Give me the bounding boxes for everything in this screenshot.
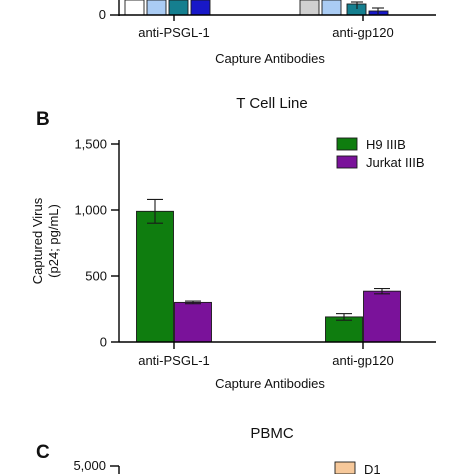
panel-b-letter: B [36, 109, 50, 130]
panel-a-x-axis-title: Capture Antibodies [215, 51, 325, 66]
y-axis-title: Captured Virus (p24; pg/mL) [30, 197, 61, 284]
bar-jurkat-iiib-0 [174, 301, 212, 343]
panel-a-bar [321, 0, 342, 16]
panel-a-bar [190, 0, 211, 16]
y-axis-title-line1: Captured Virus [30, 197, 45, 284]
legend: H9 IIIB Jurkat IIIB [336, 137, 425, 170]
y-tick-label: 0 [100, 335, 107, 350]
y-tick-label: 1,500 [74, 137, 107, 152]
legend-swatch [336, 137, 358, 151]
panel-c-letter: C [36, 442, 50, 463]
x-axis-ticks: anti-PSGL-1 anti-gp120 [138, 342, 394, 368]
x-tick-label: anti-gp120 [332, 353, 393, 368]
y-axis-ticks: 0 500 1,000 1,500 [74, 137, 119, 350]
chart-title: T Cell Line [236, 95, 307, 112]
panel-a-bar [146, 0, 167, 16]
legend-label: H9 IIIB [366, 137, 406, 152]
panel-c-title: PBMC [250, 425, 294, 442]
panel-c-legend-label: D1 [364, 462, 381, 474]
panel-a: 0 anti-PSGL-1 anti-gp120 Capture Antibod… [99, 0, 436, 66]
bar-h9-iiib-0 [136, 210, 174, 343]
panel-c: C PBMC 5,000 D1 [36, 425, 381, 474]
legend-label: Jurkat IIIB [366, 155, 425, 170]
panel-a-x-tick-label: anti-gp120 [332, 25, 393, 40]
y-tick-label: 1,000 [74, 203, 107, 218]
panel-a-x-tick-label: anti-PSGL-1 [138, 25, 210, 40]
panel-a-bar [168, 0, 189, 16]
x-tick-label: anti-PSGL-1 [138, 353, 210, 368]
x-axis-title: Capture Antibodies [215, 376, 325, 391]
panel-a-bars [124, 0, 389, 16]
panel-a-y-tick-label: 0 [99, 7, 106, 22]
panel-c-legend-swatch [334, 461, 356, 474]
y-axis-title-line2: (p24; pg/mL) [46, 204, 61, 278]
panel-b: B T Cell Line Captured Virus (p24; pg/mL… [30, 95, 436, 391]
bars [136, 210, 401, 343]
panel-a-bar [124, 0, 145, 16]
error-bars [147, 198, 390, 321]
bar-jurkat-iiib-1 [363, 290, 401, 343]
y-tick-label: 500 [85, 269, 107, 284]
panel-a-bar [299, 0, 320, 16]
legend-swatch [336, 155, 358, 169]
panel-c-y-tick-label: 5,000 [73, 458, 106, 473]
